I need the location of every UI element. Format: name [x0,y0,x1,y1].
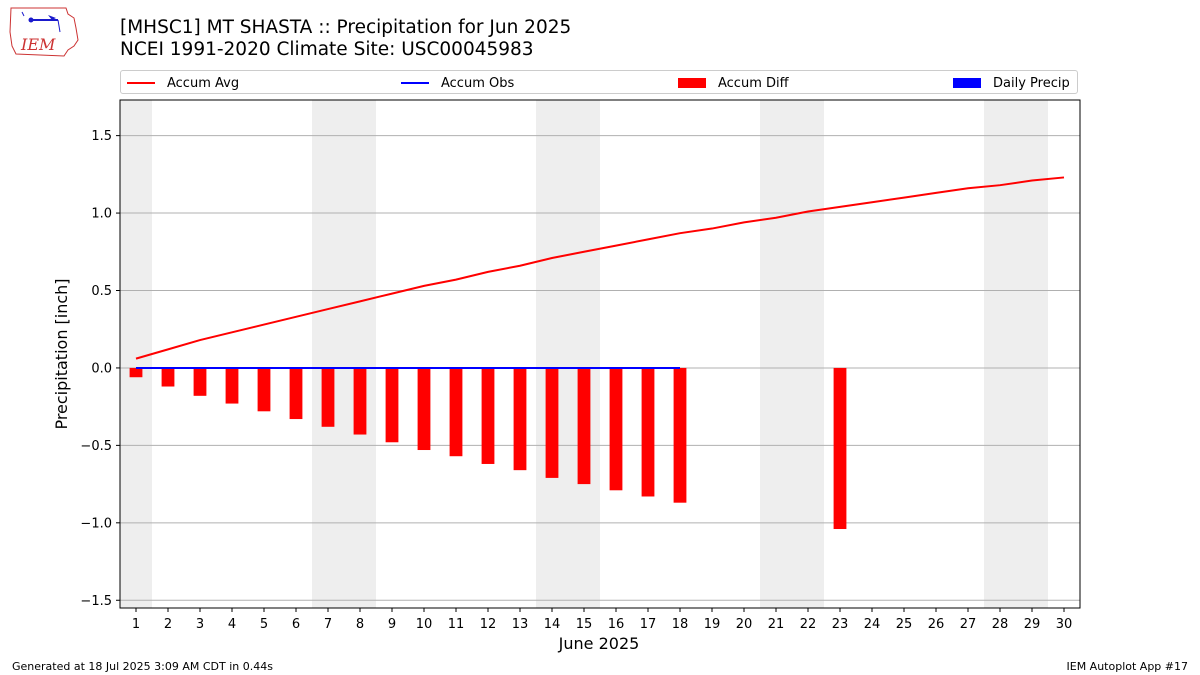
accum-diff-bar [225,367,239,404]
chart-title: [MHSC1] MT SHASTA :: Precipitation for J… [120,17,572,38]
accum-diff-bar [449,367,463,457]
legend-swatch-accum-diff [678,78,706,88]
accum-lines [135,176,1065,369]
accum-diff-bar [193,367,207,396]
footer-app: IEM Autoplot App #17 [1066,660,1189,673]
accum-diff-bar [577,367,591,485]
y-tick-label: −0.5 [80,439,112,454]
accum-diff-bar [481,367,495,464]
accum-diff-bar [353,367,367,435]
plot-frame [119,99,1081,609]
x-tick-label: 24 [864,617,881,632]
x-tick-label: 13 [512,617,529,632]
y-tick-label: 0.0 [91,361,112,376]
x-tick-label: 3 [196,617,204,632]
x-tick-label: 30 [1056,617,1073,632]
y-axis-label: Precipitation [inch] [52,278,71,429]
accum-diff-bar [513,367,527,471]
accum-diff-bar [417,367,431,451]
accum-diff-bar [321,367,335,427]
weekend-shade [984,100,1048,608]
legend-item-daily-precip: Daily Precip [953,74,1070,92]
legend-label-daily-precip: Daily Precip [993,75,1070,91]
x-tick-label: 12 [480,617,497,632]
legend-item-accum-obs: Accum Obs [401,74,514,92]
accum-diff-bar [673,367,687,503]
accum-diff-bar [833,367,847,530]
x-tick-label: 10 [416,617,433,632]
y-gridlines [120,135,1080,601]
chart-subtitle: NCEI 1991-2020 Climate Site: USC00045983 [120,39,534,60]
footer-generated: Generated at 18 Jul 2025 3:09 AM CDT in … [12,660,273,673]
legend-swatch-accum-avg [127,82,155,84]
weekend-shade [312,100,376,608]
x-tick-label: 14 [544,617,561,632]
x-tick-label: 1 [132,617,140,632]
legend-swatch-daily-precip [953,78,981,88]
weekend-shade [760,100,824,608]
x-tick-label: 9 [388,617,396,632]
accum-diff-bar [385,367,399,443]
logo-text: IEM [20,35,56,54]
legend-label-accum-avg: Accum Avg [167,75,240,91]
x-tick-label: 26 [928,617,945,632]
legend-item-accum-avg: Accum Avg [127,74,239,92]
x-tick-label: 18 [672,617,689,632]
legend-label-accum-diff: Accum Diff [718,75,789,91]
x-tick-label: 8 [356,617,364,632]
legend-label-accum-obs: Accum Obs [441,75,515,91]
x-tick-label: 19 [704,617,721,632]
x-tick-label: 22 [800,617,817,632]
accum-diff-bar [289,367,303,420]
x-tick-label: 16 [608,617,625,632]
y-tick-label: 1.0 [91,207,112,222]
accum-diff-bar [129,367,143,378]
chart-legend: Accum Avg Accum Obs Accum Diff Daily Pre… [120,70,1078,94]
x-tick-label: 25 [896,617,913,632]
iem-logo: IEM [9,7,79,57]
x-tick-label: 2 [164,617,172,632]
x-tick-label: 27 [960,617,977,632]
accum-diff-bar [609,367,623,491]
y-tick-label: 1.5 [91,129,112,144]
accum-diff-bar [545,367,559,478]
weekend-shade [536,100,600,608]
x-tick-label: 11 [448,617,465,632]
accum-diff-bar [641,367,655,497]
legend-item-accum-diff: Accum Diff [678,74,789,92]
weekend-shading [120,100,1048,608]
weekend-shade [120,100,152,608]
x-tick-label: 20 [736,617,753,632]
accum-diff-bar [257,367,271,412]
x-tick-label: 15 [576,617,593,632]
y-tick-label: −1.5 [80,594,112,609]
x-axis-label: June 2025 [558,634,640,653]
x-tick-label: 17 [640,617,657,632]
x-tick-label: 29 [1024,617,1041,632]
accum-avg-line [135,176,1065,360]
legend-swatch-accum-obs [401,82,429,84]
axes: −1.5−1.0−0.50.00.51.01.51 2 3 4 5 6 7 8 9 10 11 12 1… [80,99,1081,632]
x-tick-label: 5 [260,617,268,632]
y-tick-label: −1.0 [80,516,112,531]
accum-diff-bar [161,367,175,387]
x-tick-label: 28 [992,617,1009,632]
x-tick-label: 21 [768,617,785,632]
y-tick-label: 0.5 [91,284,112,299]
x-tick-label: 6 [292,617,300,632]
x-tick-label: 23 [832,617,849,632]
accum-diff-bars [129,367,847,530]
x-tick-label: 7 [324,617,332,632]
x-tick-label: 4 [228,617,236,632]
